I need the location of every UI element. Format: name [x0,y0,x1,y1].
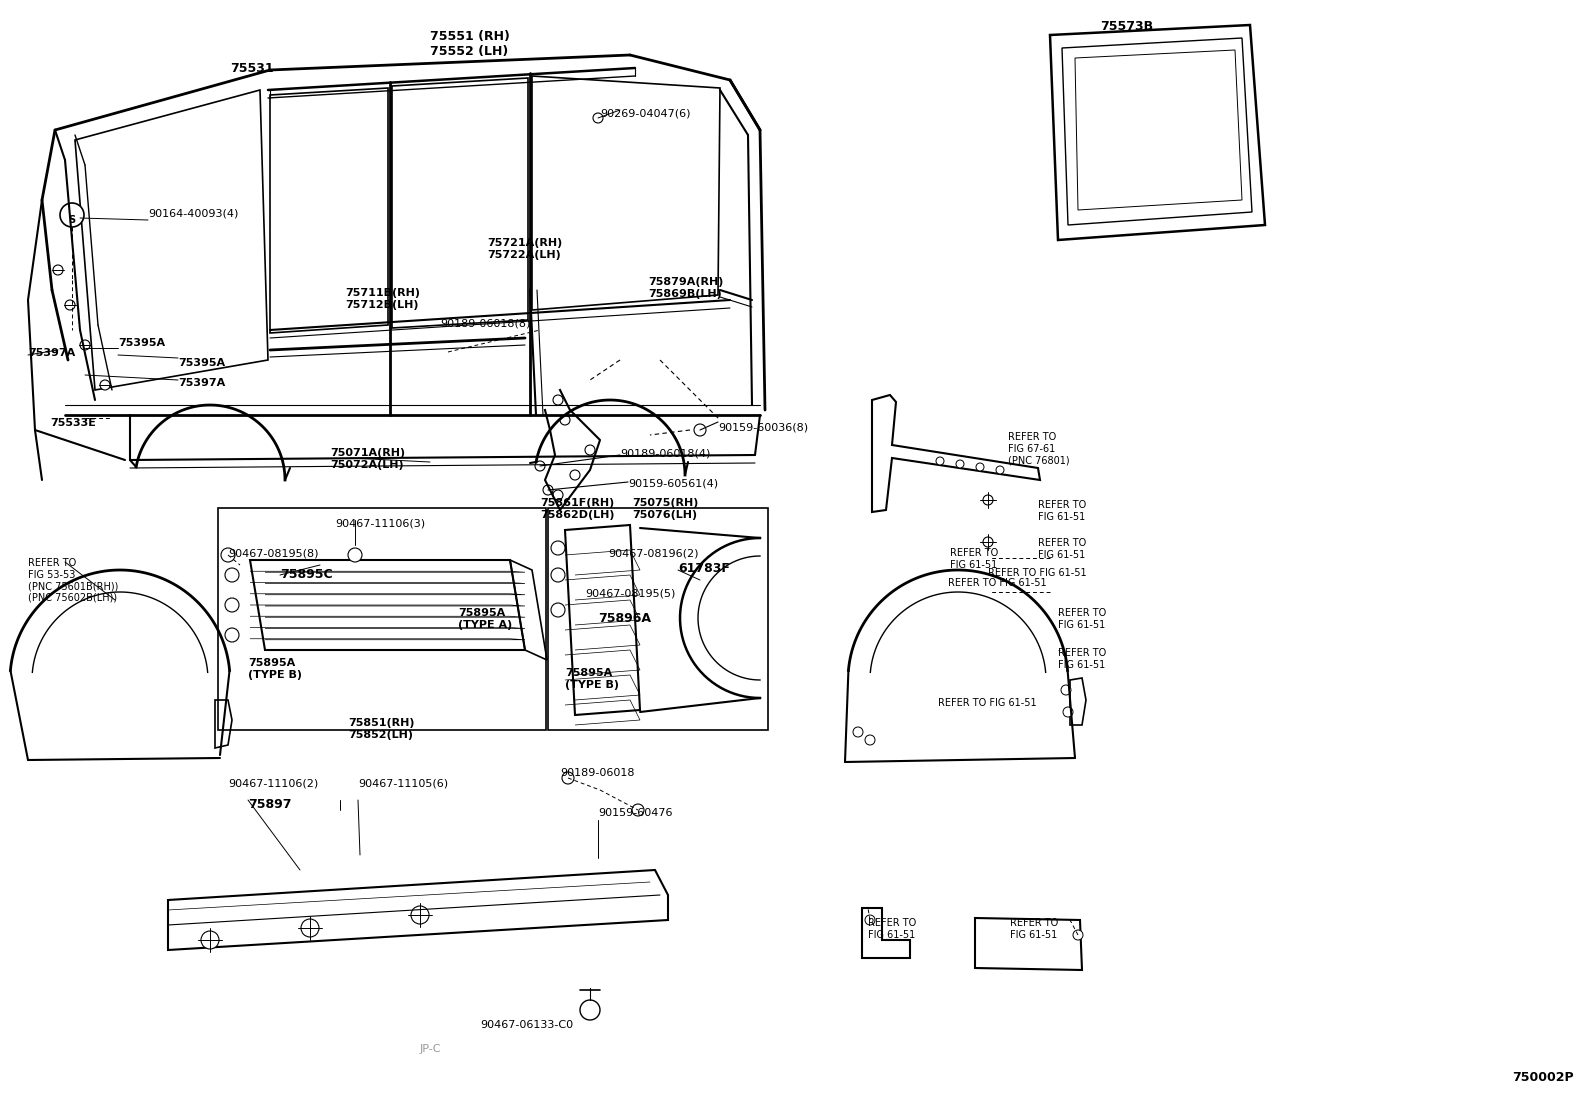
Text: 90467-08195(5): 90467-08195(5) [584,588,675,598]
Text: 90159-60036(8): 90159-60036(8) [718,422,809,432]
Text: 75861F(RH)
75862D(LH): 75861F(RH) 75862D(LH) [540,498,615,520]
Circle shape [632,804,645,815]
Circle shape [349,548,361,562]
Text: 61783F: 61783F [678,562,729,575]
Text: 75071A(RH)
75072A(LH): 75071A(RH) 75072A(LH) [330,448,404,469]
Circle shape [982,537,993,547]
Text: 90467-11106(2): 90467-11106(2) [228,778,318,788]
Circle shape [552,490,564,500]
Circle shape [592,113,603,123]
Circle shape [579,1000,600,1020]
Circle shape [936,457,944,465]
Circle shape [1063,707,1073,717]
Text: 75895C: 75895C [280,568,333,581]
Circle shape [853,728,863,737]
Text: 75075(RH)
75076(LH): 75075(RH) 75076(LH) [632,498,699,520]
Bar [218,508,546,730]
Text: REFER TO
FIG 61-51: REFER TO FIG 61-51 [1038,500,1086,522]
Circle shape [1060,685,1071,695]
Text: 90189-06018(4): 90189-06018(4) [619,448,710,458]
Circle shape [53,265,64,275]
Text: REFER TO
FIG 61-51: REFER TO FIG 61-51 [1059,648,1106,669]
Text: REFER TO
FIG 53-53
(PNC 75601B(RH))
(PNC 75602B(LH)): REFER TO FIG 53-53 (PNC 75601B(RH)) (PNC… [29,558,118,602]
Circle shape [535,460,544,471]
Text: 750002P: 750002P [1512,1072,1574,1084]
Circle shape [694,424,705,436]
Text: REFER TO FIG 61-51: REFER TO FIG 61-51 [938,698,1036,708]
Circle shape [224,628,239,642]
Circle shape [1073,930,1083,940]
Circle shape [224,598,239,612]
Text: REFER TO
FIG 61-51: REFER TO FIG 61-51 [868,918,917,940]
Circle shape [100,380,110,390]
Text: 75573B: 75573B [1100,20,1153,33]
Circle shape [552,395,564,406]
Circle shape [864,915,876,925]
Circle shape [301,919,318,937]
Text: 75551 (RH)
75552 (LH): 75551 (RH) 75552 (LH) [430,30,509,58]
Circle shape [543,485,552,495]
Text: 90467-11105(6): 90467-11105(6) [358,778,447,788]
Circle shape [201,931,220,950]
Text: 75897: 75897 [248,798,291,811]
Text: REFER TO FIG 61-51: REFER TO FIG 61-51 [989,568,1087,578]
Circle shape [570,470,579,480]
Circle shape [957,460,965,468]
Text: 90467-08196(2): 90467-08196(2) [608,548,699,558]
Text: 90467-08195(8): 90467-08195(8) [228,548,318,558]
Circle shape [551,541,565,555]
Text: REFER TO
FIG 61-51: REFER TO FIG 61-51 [1059,608,1106,630]
Circle shape [982,495,993,506]
Text: 75721A(RH)
75722A(LH): 75721A(RH) 75722A(LH) [487,238,562,259]
Text: 75531: 75531 [229,62,274,75]
Text: 90467-06133-C0: 90467-06133-C0 [481,1020,573,1030]
Text: 90189-06018(8): 90189-06018(8) [439,318,530,328]
Text: 75851(RH)
75852(LH): 75851(RH) 75852(LH) [349,718,414,740]
Text: 75533E: 75533E [49,418,96,428]
Text: 90269-04047(6): 90269-04047(6) [600,108,691,118]
Text: 75711B(RH)
75712B(LH): 75711B(RH) 75712B(LH) [345,288,420,310]
Circle shape [864,735,876,745]
Text: JP-C: JP-C [420,1044,441,1054]
Circle shape [411,906,428,924]
Circle shape [551,568,565,582]
Bar [548,508,767,730]
Text: S: S [68,215,75,225]
Text: 90159-60561(4): 90159-60561(4) [627,478,718,488]
Text: 75395A: 75395A [178,358,224,368]
Text: 90467-11106(3): 90467-11106(3) [334,518,425,528]
Circle shape [560,415,570,425]
Text: 75395A: 75395A [118,338,166,348]
Circle shape [80,340,91,349]
Circle shape [551,603,565,617]
Circle shape [224,568,239,582]
Circle shape [221,548,236,562]
Text: 75896A: 75896A [599,612,651,625]
Text: REFER TO
FIG 67-61
(PNC 76801): REFER TO FIG 67-61 (PNC 76801) [1008,432,1070,465]
Text: 75895A
(TYPE B): 75895A (TYPE B) [565,668,619,689]
Text: 75895A
(TYPE A): 75895A (TYPE A) [458,608,513,630]
Text: REFER TO
FIG 61-51: REFER TO FIG 61-51 [950,548,998,569]
Circle shape [997,466,1005,474]
Text: 75397A: 75397A [178,378,224,388]
Text: 90159-60476: 90159-60476 [599,808,672,818]
Circle shape [584,445,595,455]
Text: 90164-40093(4): 90164-40093(4) [148,208,239,218]
Text: REFER TO
FIG 61-51: REFER TO FIG 61-51 [1009,918,1059,940]
Text: 75895A
(TYPE B): 75895A (TYPE B) [248,658,302,679]
Text: REFER TO
FIG 61-51: REFER TO FIG 61-51 [1038,539,1086,559]
Text: REFER TO FIG 61-51: REFER TO FIG 61-51 [947,578,1046,588]
Circle shape [60,203,84,227]
Text: 75879A(RH)
75869B(LH): 75879A(RH) 75869B(LH) [648,277,723,299]
Circle shape [562,771,575,784]
Circle shape [976,463,984,471]
Circle shape [65,300,75,310]
Text: 75397A: 75397A [29,348,75,358]
Text: 90189-06018: 90189-06018 [560,768,635,778]
